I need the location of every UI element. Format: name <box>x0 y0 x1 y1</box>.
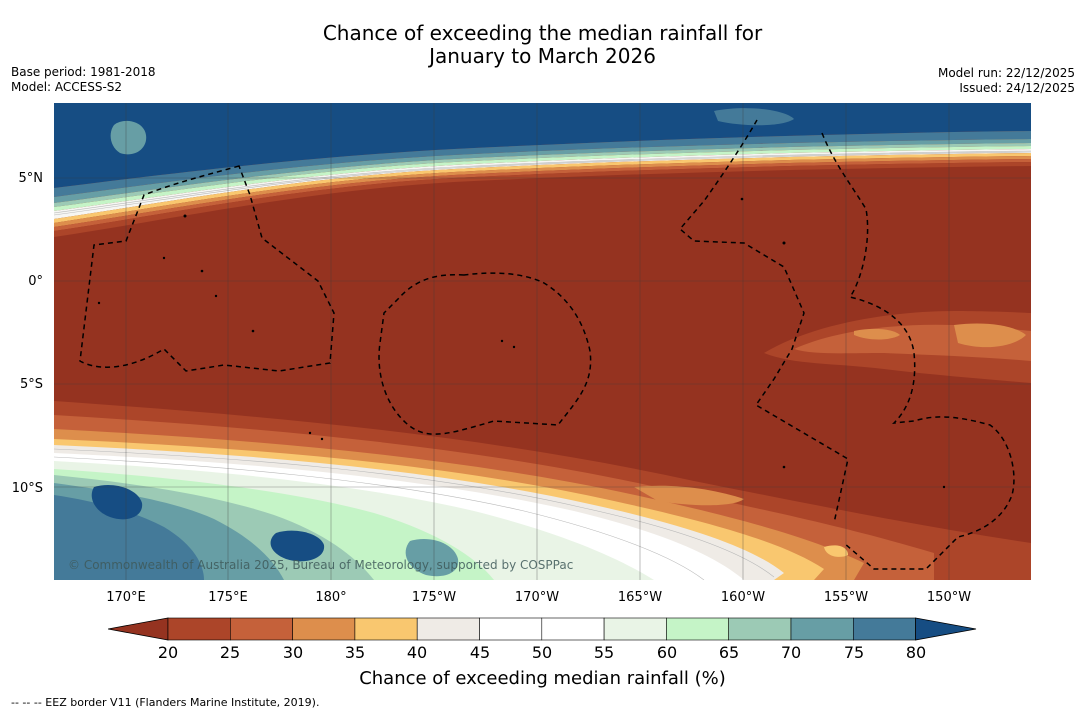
eez-legend-note: -- -- -- EEZ border V11 (Flanders Marine… <box>11 696 320 709</box>
colorbar-bin-35-40 <box>354 617 418 641</box>
north-band-orange <box>54 156 1031 227</box>
lat-label-5s: 5°S <box>19 377 43 392</box>
colorbar-bin-25-30 <box>230 617 293 641</box>
colorbar-bin-55-60 <box>603 617 667 641</box>
colorbar-title: Chance of exceeding median rainfall (%) <box>359 668 726 689</box>
contour-lines <box>54 150 1031 580</box>
north-band-rust <box>54 159 1031 231</box>
copyright-notice: © Commonwealth of Australia 2025, Bureau… <box>68 558 574 572</box>
north-band-mint <box>54 143 1031 207</box>
colorbar-tick-75: 75 <box>843 643 865 662</box>
colorbar-tick-20: 20 <box>157 643 179 662</box>
issued-date: Issued: 24/12/2025 <box>959 81 1075 95</box>
lon-label-175e: 175°E <box>208 590 248 605</box>
lat-label-10s: 10°S <box>11 481 43 496</box>
south-blue-patch-1 <box>91 484 143 520</box>
north-band-gold <box>54 153 1031 223</box>
lon-label-155w: 155°W <box>823 590 869 605</box>
map-title-line2: January to March 2026 <box>429 44 656 68</box>
colorbar-tick-60: 60 <box>656 643 678 662</box>
eez-gilbert <box>79 165 335 372</box>
north-band-lightgreen <box>54 146 1031 211</box>
colorbar-bin-30-35 <box>292 617 356 641</box>
north-band-steelblue <box>54 131 1031 197</box>
south-band-steelblue <box>54 495 204 580</box>
eez-line-east <box>821 132 1015 570</box>
colorbar-bin-75-80 <box>852 617 916 641</box>
colorbar-tick-65: 65 <box>718 643 740 662</box>
lon-label-150w: 150°W <box>926 590 972 605</box>
colorbar-tick-45: 45 <box>469 643 491 662</box>
colorbar-over-arrow <box>915 617 977 641</box>
colorbar-bin-20-25 <box>167 617 231 641</box>
colorbar-tick-55: 55 <box>593 643 615 662</box>
eez-borders <box>79 119 1015 570</box>
colorbar-under-arrow <box>108 617 169 641</box>
lat-label-0: 0° <box>28 274 43 289</box>
lon-label-175w: 175°W <box>411 590 457 605</box>
lon-label-170w: 170°W <box>514 590 560 605</box>
colorbar-bin-65-70 <box>728 617 792 641</box>
lon-label-180: 180° <box>315 590 347 605</box>
colorbar-tick-40: 40 <box>406 643 428 662</box>
colorbar <box>108 617 977 641</box>
north-teal-patch-2 <box>714 108 794 126</box>
island-markers <box>97 197 946 489</box>
lon-label-160w: 160°W <box>720 590 766 605</box>
colorbar-tick-25: 25 <box>219 643 241 662</box>
map-title-line1: Chance of exceeding the median rainfall … <box>322 21 763 45</box>
north-teal-patch <box>110 120 147 155</box>
south-teal-patch <box>405 539 459 577</box>
north-band-teal <box>54 139 1031 203</box>
colorbar-tick-80: 80 <box>905 643 927 662</box>
lon-label-165w: 165°W <box>617 590 663 605</box>
east-orange-blob-2 <box>854 328 900 340</box>
colorbar-bin-45-50 <box>479 617 543 641</box>
lat-label-5n: 5°N <box>18 171 44 186</box>
model-name: Model: ACCESS-S2 <box>11 80 123 94</box>
model-run: Model run: 22/12/2025 <box>937 66 1075 80</box>
eez-phoenix <box>378 272 592 435</box>
colorbar-tick-50: 50 <box>531 643 553 662</box>
grid-lines <box>54 103 1031 580</box>
north-band-darkblue <box>54 103 1031 188</box>
colorbar-bin-50-55 <box>541 617 605 641</box>
colorbar-tick-35: 35 <box>344 643 366 662</box>
rainfall-map-svg <box>54 103 1031 580</box>
lon-label-170e: 170°E <box>106 590 146 605</box>
colorbar-bin-60-65 <box>666 617 730 641</box>
south-east-orange <box>634 485 744 506</box>
rainfall-map[interactable] <box>54 103 1031 580</box>
colorbar-tick-30: 30 <box>282 643 304 662</box>
colorbar-tick-70: 70 <box>780 643 802 662</box>
north-band-brown <box>54 162 1031 237</box>
base-period: Base period: 1981-2018 <box>11 65 156 79</box>
south-blue-patch-2 <box>270 530 325 562</box>
south-east-gold <box>824 545 848 557</box>
colorbar-bin-70-75 <box>790 617 854 641</box>
colorbar-bin-40-45 <box>416 617 480 641</box>
eez-line-islands <box>678 119 849 524</box>
east-orange-blob <box>954 323 1026 348</box>
